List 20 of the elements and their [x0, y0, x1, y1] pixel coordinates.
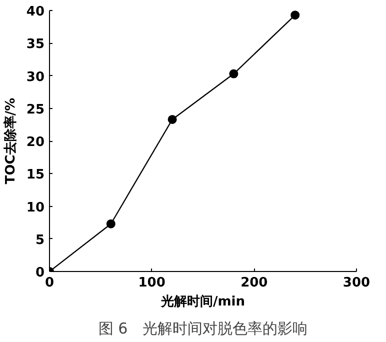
y-tick-label: 35	[26, 37, 45, 52]
x-axis-title: 光解时间/min	[160, 294, 246, 310]
x-tick-label: 300	[342, 276, 370, 290]
y-tick-label: 25	[26, 102, 45, 118]
y-tick-label: 5	[35, 232, 44, 248]
y-tick-label: 10	[26, 200, 45, 216]
x-tick-label: 0	[44, 276, 54, 290]
y-tick-label: 30	[26, 70, 45, 85]
y-tick-label: 15	[26, 168, 45, 183]
point	[106, 219, 116, 228]
point	[168, 114, 177, 124]
point	[290, 10, 300, 20]
y-tick-label: 40	[26, 4, 45, 20]
x-tick-label: 100	[138, 276, 166, 290]
x-tick-label: 200	[240, 276, 268, 290]
y-axis-title: TOC去除率/%	[2, 98, 18, 184]
y-tick-label: 20	[26, 135, 45, 150]
point	[229, 69, 238, 78]
caption: 图 6 光解时间对脱色率的影响	[98, 320, 308, 338]
y-tick-label: 0	[35, 266, 44, 280]
